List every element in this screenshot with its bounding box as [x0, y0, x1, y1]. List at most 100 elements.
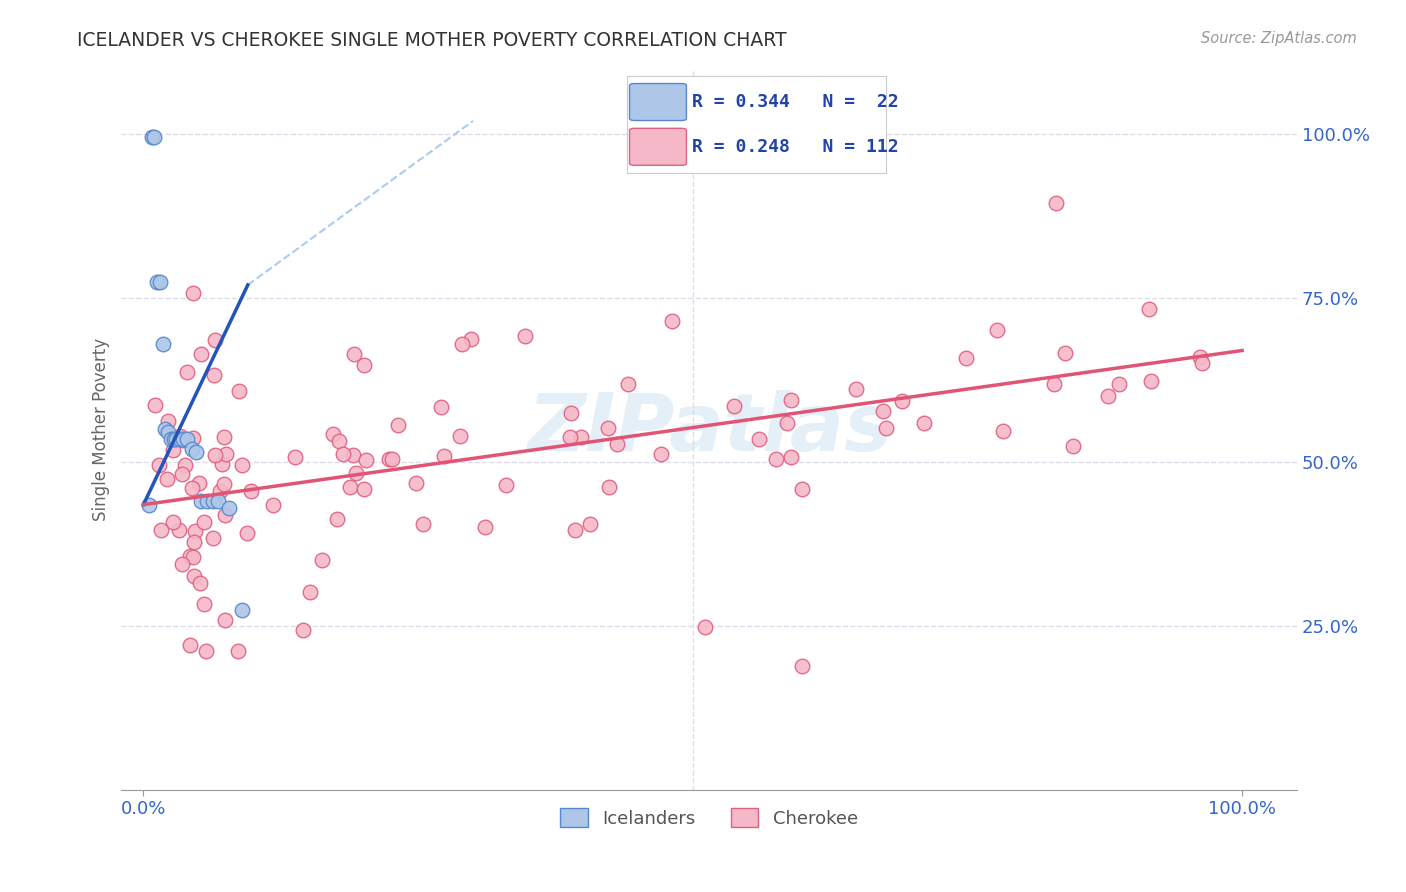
Point [449, 429, 471, 443]
Point [1137, 302, 1160, 317]
Point [765, 452, 787, 467]
Point [322, 427, 344, 442]
Point [143, 130, 166, 145]
Point [564, 523, 586, 537]
Point [176, 432, 198, 446]
Point [342, 448, 364, 462]
Point [193, 597, 215, 611]
Point [228, 384, 250, 399]
Point [1097, 389, 1119, 403]
Point [748, 433, 770, 447]
Point [202, 368, 225, 383]
Point [141, 130, 163, 145]
Point [780, 450, 803, 464]
Point [343, 346, 366, 360]
Y-axis label: Single Mother Poverty: Single Mother Poverty [93, 338, 110, 521]
Point [195, 494, 218, 508]
Point [167, 523, 190, 537]
Point [339, 480, 361, 494]
Point [172, 432, 194, 446]
Point [354, 453, 377, 467]
Point [262, 498, 284, 512]
Legend: Icelanders, Cherokee: Icelanders, Cherokee [553, 801, 865, 835]
Point [211, 457, 233, 471]
Point [214, 508, 236, 522]
Point [292, 623, 315, 637]
Point [145, 275, 167, 289]
Point [183, 524, 205, 538]
Point [284, 450, 307, 465]
Point [183, 431, 205, 445]
Point [412, 516, 434, 531]
Point [579, 517, 602, 532]
Point [186, 445, 208, 459]
Point [1188, 350, 1211, 364]
Point [891, 393, 914, 408]
Point [387, 418, 409, 433]
Point [298, 585, 321, 599]
Point [193, 515, 215, 529]
Point [560, 430, 582, 444]
Point [179, 549, 201, 563]
Point [143, 398, 166, 412]
Point [183, 569, 205, 583]
Point [875, 421, 897, 435]
Point [513, 329, 536, 343]
Point [353, 482, 375, 496]
Point [155, 422, 177, 436]
Point [170, 557, 193, 571]
Point [179, 638, 201, 652]
Point [776, 416, 799, 430]
Point [149, 523, 172, 537]
Point [474, 520, 496, 534]
Point [190, 494, 212, 508]
Point [156, 415, 179, 429]
Point [598, 480, 620, 494]
Point [207, 494, 229, 508]
Point [169, 428, 191, 442]
Point [1062, 439, 1084, 453]
Point [1045, 196, 1067, 211]
Point [209, 484, 232, 499]
Point [560, 406, 582, 420]
Point [617, 377, 640, 392]
Point [214, 613, 236, 627]
Point [181, 481, 204, 495]
Point [1043, 377, 1066, 392]
Point [236, 526, 259, 541]
Point [405, 476, 427, 491]
Point [495, 477, 517, 491]
Point [160, 432, 183, 446]
Point [183, 550, 205, 565]
Point [993, 424, 1015, 438]
Point [156, 425, 179, 440]
Point [214, 476, 236, 491]
Point [183, 535, 205, 549]
Point [165, 432, 187, 446]
Point [212, 430, 235, 444]
Point [148, 458, 170, 473]
Point [430, 401, 453, 415]
Point [986, 323, 1008, 337]
Point [162, 515, 184, 529]
Point [176, 365, 198, 379]
Point [204, 334, 226, 348]
Point [661, 313, 683, 327]
Point [328, 434, 350, 449]
Point [353, 359, 375, 373]
Point [204, 448, 226, 462]
Point [195, 644, 218, 658]
Point [460, 332, 482, 346]
Point [779, 392, 801, 407]
Point [215, 447, 238, 461]
Point [311, 553, 333, 567]
Point [450, 337, 472, 351]
Point [172, 434, 194, 448]
Point [149, 275, 172, 289]
Point [180, 442, 202, 456]
Text: ZIPatlas: ZIPatlas [527, 390, 891, 468]
Point [723, 399, 745, 413]
Point [170, 467, 193, 481]
Point [378, 451, 401, 466]
Point [163, 432, 186, 446]
